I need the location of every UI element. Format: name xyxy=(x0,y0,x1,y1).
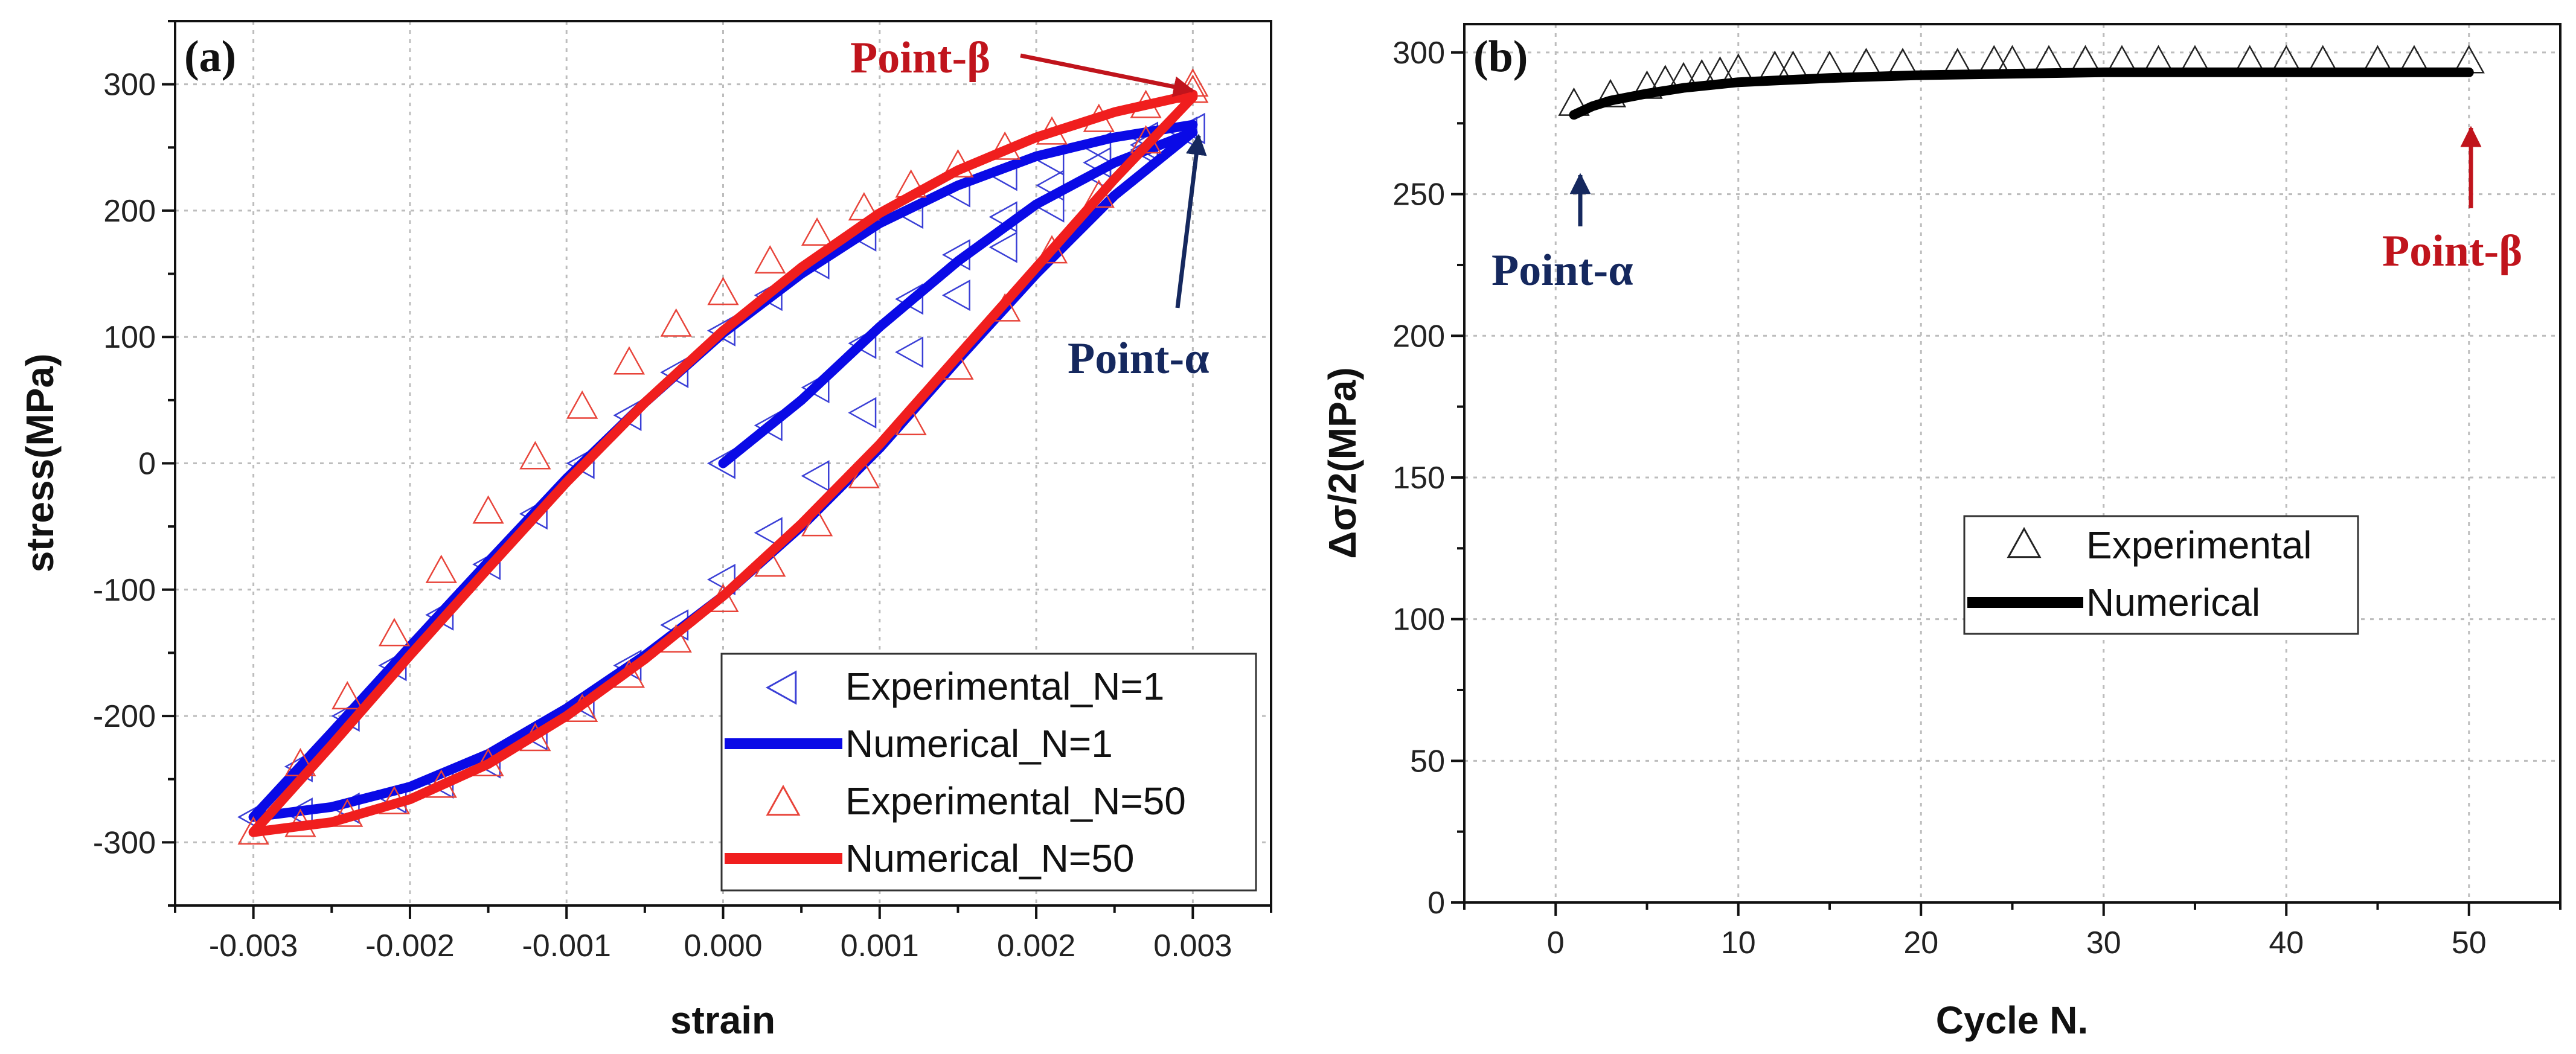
data-point-experimental-n-1 xyxy=(754,517,783,549)
panel-a: -0.003 -0.002 -0.001 0.000 0.001 0.002 0.003 -3… xyxy=(18,20,1272,1042)
y-tick-label: 100 xyxy=(1392,602,1445,637)
x-tick-label: 0.002 xyxy=(997,928,1075,963)
series-line-numerical-n-1 xyxy=(248,120,1198,822)
panel-a-point-alpha-arrow xyxy=(1175,133,1207,308)
y-tick-label: 300 xyxy=(1392,36,1445,71)
panel-a-point-beta-label: Point-β xyxy=(850,33,990,83)
data-point-experimental-n-50 xyxy=(1036,235,1068,264)
data-point-experimental-n-50 xyxy=(613,346,646,375)
data-point-experimental-n-1 xyxy=(801,460,830,492)
panel-b-x-axis-title: Cycle N. xyxy=(1936,998,2089,1042)
y-tick-label: 0 xyxy=(138,447,156,482)
panel-b-grid xyxy=(1464,24,2560,904)
data-point-experimental-n-1 xyxy=(848,397,877,429)
legend-label-numerical-n50: Numerical_N=50 xyxy=(845,837,1134,880)
legend-label-numerical-n1: Numerical_N=1 xyxy=(845,722,1113,765)
data-point-experimental-n-50 xyxy=(519,441,551,470)
x-tick-label: 0.003 xyxy=(1153,928,1232,963)
legend-marker-left-triangle xyxy=(765,670,797,705)
data-point-experimental-n-1 xyxy=(941,279,970,311)
data-point-experimental xyxy=(1996,45,2028,74)
legend-marker-up-triangle xyxy=(2007,526,2042,558)
data-point-experimental xyxy=(1594,78,1627,107)
data-point-experimental-n-1 xyxy=(988,231,1017,263)
panel-a-series xyxy=(237,68,1209,845)
data-point-experimental-n-50 xyxy=(754,245,786,274)
data-point-experimental-n-50 xyxy=(707,276,739,305)
y-tick-label: 150 xyxy=(1392,461,1445,496)
panel-b: 0 10 20 30 40 50 0 50 100 150 200 250 300 (b) Cycle … xyxy=(1321,23,2562,1042)
data-point-experimental-n-50 xyxy=(378,618,411,647)
y-tick-label: 250 xyxy=(1392,177,1445,212)
data-point-experimental-n-50 xyxy=(425,554,457,583)
x-tick-label: 10 xyxy=(1721,925,1756,960)
legend-symbol-experimental-n50 xyxy=(766,784,801,816)
legend-label-experimental: Experimental xyxy=(2086,523,2312,567)
panel-a-legend-box xyxy=(720,653,1257,892)
y-tick-label: -300 xyxy=(93,825,156,860)
legend-symbol-experimental xyxy=(2007,526,2042,558)
x-tick-label: 0.000 xyxy=(684,928,762,963)
panel-b-legend: Experimental Numerical xyxy=(1963,515,2359,635)
panel-a-point-alpha-label: Point-α xyxy=(1068,334,1210,383)
data-point-experimental-n-1 xyxy=(706,447,735,479)
data-point-experimental-n-50 xyxy=(472,495,504,524)
x-tick-label: 50 xyxy=(2452,925,2487,960)
panel-b-y-axis-title: Δσ/2(MPa) xyxy=(1321,367,1364,558)
y-tick-label: 50 xyxy=(1410,744,1445,779)
x-tick-label: 30 xyxy=(2086,925,2121,960)
x-tick-label: 20 xyxy=(1903,925,1938,960)
panel-a-y-axis-title: stress(MPa) xyxy=(18,354,62,573)
y-tick-label: -100 xyxy=(93,573,156,608)
panel-b-point-beta-label: Point-β xyxy=(2382,226,2522,276)
legend-label-numerical: Numerical xyxy=(2086,581,2260,624)
data-point-experimental-n-1 xyxy=(895,336,924,368)
data-point-experimental xyxy=(1759,50,1791,79)
data-point-experimental-n-50 xyxy=(332,681,364,710)
y-tick-label: 0 xyxy=(1427,886,1445,921)
panel-a-label: (a) xyxy=(184,32,236,81)
data-point-experimental-n-1 xyxy=(848,327,877,359)
series-line-numerical xyxy=(1569,67,2474,120)
panel-b-frame xyxy=(1463,23,2562,904)
legend-symbol-experimental-n1 xyxy=(765,670,797,705)
panel-a-point-beta-arrow xyxy=(1020,53,1195,97)
data-point-experimental-n-50 xyxy=(801,508,833,537)
legend-label-experimental-n50: Experimental_N=50 xyxy=(845,779,1186,823)
x-tick-label: 0 xyxy=(1547,925,1565,960)
series-line-numerical-n-50 xyxy=(248,89,1198,837)
legend-label-experimental-n1: Experimental_N=1 xyxy=(845,665,1164,708)
x-tick-label: -0.002 xyxy=(365,928,454,963)
x-tick-label: 40 xyxy=(2269,925,2304,960)
panel-a-legend: Experimental_N=1 Numerical_N=1 Experimen… xyxy=(720,653,1257,892)
y-tick-label: 200 xyxy=(103,194,156,229)
data-point-experimental xyxy=(1777,50,1809,79)
panel-a-ticks: -0.003 -0.002 -0.001 0.000 0.001 0.002 0.003 -3… xyxy=(93,20,1272,963)
data-point-experimental-n-50 xyxy=(801,217,833,246)
panel-b-ticks: 0 10 20 30 40 50 0 50 100 150 200 250 300 xyxy=(1392,36,2562,960)
y-tick-label: 200 xyxy=(1392,319,1445,354)
y-tick-label: -200 xyxy=(93,699,156,734)
y-tick-label: 100 xyxy=(103,320,156,355)
panel-b-point-alpha-label: Point-α xyxy=(1491,246,1633,295)
y-tick-label: 300 xyxy=(103,68,156,103)
data-point-experimental xyxy=(1978,45,2010,74)
data-point-experimental-n-50 xyxy=(660,308,692,337)
legend-marker-up-triangle xyxy=(766,784,801,816)
panel-a-x-axis-title: strain xyxy=(670,998,775,1042)
panel-b-label: (b) xyxy=(1473,32,1528,81)
panel-b-legend-box xyxy=(1963,515,2359,635)
panel-b-series xyxy=(1558,45,2485,120)
x-tick-label: 0.001 xyxy=(841,928,919,963)
x-tick-label: -0.003 xyxy=(209,928,298,963)
x-tick-label: -0.001 xyxy=(522,928,610,963)
data-point-experimental-n-50 xyxy=(566,390,598,419)
